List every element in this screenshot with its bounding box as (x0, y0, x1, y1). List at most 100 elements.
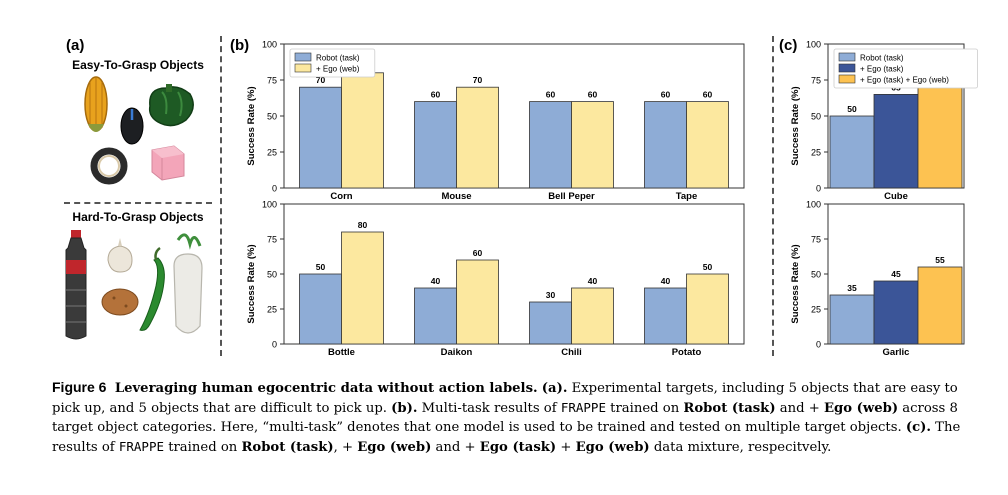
chart-c-bottom: 0 25 50 75 100 Success Rate (%) 35 45 55 Garlic (780, 200, 980, 369)
caption-a-ref: (a). (541, 381, 568, 396)
bar (299, 86, 342, 189)
divider-b-c (772, 36, 774, 356)
x-category-label: Tape (676, 191, 697, 202)
bar (299, 273, 342, 345)
y-tick-label: 0 (272, 184, 277, 194)
legend-label: Robot (task) (860, 54, 904, 63)
caption-b-text2: trained on (605, 401, 684, 416)
figure-caption: Figure 6 Leveraging human egocentric dat… (52, 378, 977, 457)
bell-pepper-icon (148, 84, 194, 127)
y-tick-label: 0 (816, 340, 821, 350)
x-category-label: Daikon (441, 347, 473, 358)
bar (529, 101, 572, 189)
data-label: 60 (473, 248, 483, 258)
bar (456, 259, 499, 345)
legend-box (833, 48, 979, 89)
potato-icon (101, 288, 139, 316)
caption-c-text6: data mixture, respecitvely. (649, 440, 832, 455)
caption-and1: and + (775, 401, 824, 416)
y-tick-label: 0 (816, 184, 821, 194)
bar (644, 101, 687, 189)
caption-c-ref: (c). (905, 420, 931, 435)
mouse-icon (120, 107, 144, 145)
data-label: 60 (703, 90, 713, 100)
legend-label: + Ego (task) + Ego (web) (860, 76, 949, 85)
y-axis-label: Success Rate (%) (790, 86, 801, 165)
data-label: 50 (847, 104, 857, 114)
legend-swatch (294, 52, 312, 62)
y-tick-label: 100 (262, 200, 277, 210)
caption-c-ego-web: Ego (web) (357, 440, 432, 455)
data-label: 50 (316, 262, 326, 272)
y-tick-label: 50 (267, 270, 277, 280)
x-category-label: Potato (672, 347, 702, 358)
easy-objects-heading: Easy-To-Grasp Objects (72, 58, 204, 72)
tape-icon (90, 147, 128, 185)
x-category-label: Corn (330, 191, 352, 202)
data-label: 55 (935, 255, 945, 265)
data-label: 40 (588, 276, 598, 286)
legend-swatch (838, 63, 856, 73)
caption-title: Leveraging human egocentric data without… (114, 381, 538, 396)
data-label: 60 (546, 90, 556, 100)
caption-c-text2: trained on (164, 440, 242, 455)
bar (829, 294, 875, 345)
chart-b-bottom: 0 25 50 75 100 Success Rate (%) 50 80 Bottle 40 60… (228, 200, 758, 369)
y-tick-label: 100 (806, 200, 821, 210)
y-tick-label: 75 (267, 235, 277, 245)
legend-swatch (294, 63, 312, 73)
data-label: 40 (431, 276, 441, 286)
y-tick-label: 25 (811, 305, 821, 315)
caption-method: FRAPPE (560, 400, 606, 415)
bar (341, 72, 384, 189)
daikon-icon (173, 233, 203, 334)
y-tick-label: 0 (272, 340, 277, 350)
figure-label: Figure 6 (52, 379, 107, 395)
bar (686, 273, 729, 345)
caption-c-robot: Robot (task) (241, 440, 334, 455)
bar (917, 266, 963, 345)
easy-objects-photo (84, 76, 194, 185)
bar (829, 115, 875, 189)
bar (571, 101, 614, 189)
data-label: 70 (473, 75, 483, 85)
legend-swatch (838, 74, 856, 84)
caption-c-text1: The results of (52, 420, 961, 455)
x-category-label: Bell Peper (548, 191, 595, 202)
legend-label: + Ego (web) (316, 65, 360, 74)
y-tick-label: 75 (811, 76, 821, 86)
y-tick-label: 50 (811, 112, 821, 122)
caption-a-text: Experimental targets, including 5 object… (52, 381, 958, 416)
bar (873, 280, 919, 345)
bar (456, 86, 499, 189)
bar (917, 72, 963, 189)
panel-label-a: (a) (66, 37, 85, 54)
bar (414, 287, 457, 345)
caption-c-text5: + (556, 440, 576, 455)
bar (686, 101, 729, 189)
bar (644, 287, 687, 345)
chart-c-bottom-svg: 0 25 50 75 100 Success Rate (%) 35 45 55 Garlic (790, 200, 965, 358)
y-tick-label: 50 (811, 270, 821, 280)
hard-objects-heading: Hard-To-Grasp Objects (72, 210, 204, 224)
caption-b-text1: Multi-task results of (417, 401, 561, 416)
y-axis-label: Success Rate (%) (790, 244, 801, 323)
divider-a-b (220, 36, 222, 356)
y-tick-label: 25 (267, 148, 277, 158)
caption-robot-task: Robot (task) (683, 401, 776, 416)
data-label: 50 (703, 262, 713, 272)
x-category-label: Cube (884, 191, 908, 202)
hard-objects-photo (65, 230, 203, 340)
x-category-label: Chili (561, 347, 582, 358)
data-label: 45 (891, 269, 901, 279)
legend-swatch (838, 52, 856, 62)
y-tick-label: 50 (267, 112, 277, 122)
data-label: 40 (661, 276, 671, 286)
bottle-icon (65, 230, 87, 340)
x-category-label: Garlic (883, 347, 910, 358)
bar (341, 231, 384, 345)
caption-b-ref: (b). (391, 401, 418, 416)
